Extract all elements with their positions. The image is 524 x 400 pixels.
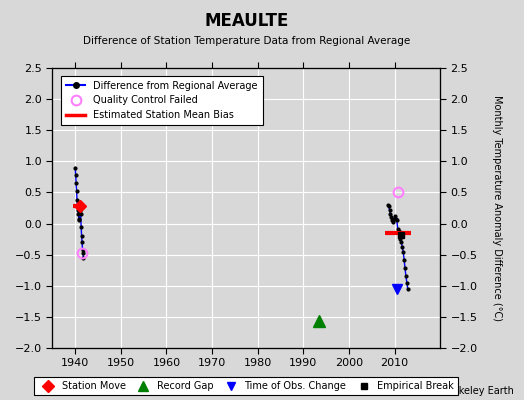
Legend: Station Move, Record Gap, Time of Obs. Change, Empirical Break: Station Move, Record Gap, Time of Obs. C… (35, 377, 458, 395)
Y-axis label: Monthly Temperature Anomaly Difference (°C): Monthly Temperature Anomaly Difference (… (492, 95, 501, 321)
Text: MEAULTE: MEAULTE (204, 12, 289, 30)
Text: Berkeley Earth: Berkeley Earth (442, 386, 514, 396)
Text: Difference of Station Temperature Data from Regional Average: Difference of Station Temperature Data f… (83, 36, 410, 46)
Legend: Difference from Regional Average, Quality Control Failed, Estimated Station Mean: Difference from Regional Average, Qualit… (61, 76, 263, 125)
